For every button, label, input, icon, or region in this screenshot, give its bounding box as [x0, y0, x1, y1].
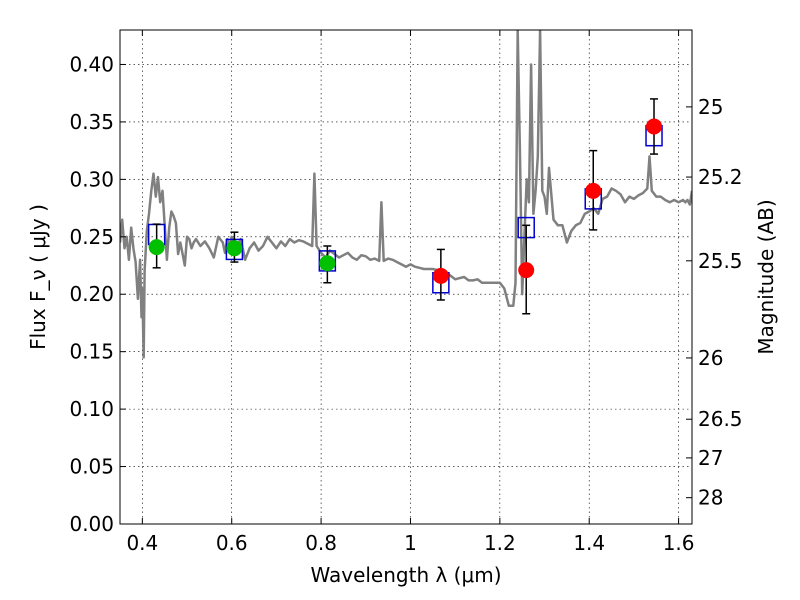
plot-frame — [119, 29, 693, 525]
axis-ticks: 0.4 0.6 0.8 1 1.2 1.4 1.6 0.00 0.05 0.10 0.15 0.20 0… — [69, 30, 743, 555]
x-tick-label: 1.2 — [484, 531, 516, 555]
x-axis-label: Wavelength λ (μm) — [310, 563, 501, 587]
y-axis-label: Flux F_ν ( μJy ) — [26, 204, 50, 350]
red-point — [585, 182, 602, 199]
y2-tick-label: 25 — [698, 95, 723, 119]
y2-axis-label: Magnitude (AB) — [754, 199, 778, 354]
y2-tick-label: 25.2 — [698, 165, 743, 189]
y-tick-label: 0.25 — [69, 225, 114, 249]
y-tick-label: 0.10 — [69, 397, 114, 421]
red-point — [518, 262, 535, 279]
y2-tick-label: 25.5 — [698, 249, 743, 273]
green-point — [148, 239, 165, 256]
x-tick-label: 1.4 — [573, 531, 605, 555]
y-tick-label: 0.00 — [69, 512, 114, 536]
y2-tick-label: 28 — [698, 486, 723, 510]
y-tick-label: 0.05 — [69, 455, 114, 479]
y-tick-label: 0.30 — [69, 167, 114, 191]
plot-content — [120, 30, 692, 359]
red-point — [432, 267, 449, 284]
green-point — [226, 240, 243, 257]
green-point — [319, 255, 336, 272]
red-point — [646, 118, 663, 135]
x-tick-label: 0.8 — [305, 531, 337, 555]
y2-tick-label: 26 — [698, 346, 723, 370]
x-tick-label: 0.6 — [216, 531, 248, 555]
y2-tick-label: 27 — [698, 446, 723, 470]
y-tick-label: 0.20 — [69, 282, 114, 306]
y2-tick-label: 26.5 — [698, 407, 743, 431]
y-tick-label: 0.40 — [69, 52, 114, 76]
x-tick-label: 1 — [404, 531, 417, 555]
y-tick-label: 0.15 — [69, 340, 114, 364]
model-spectrum-line — [120, 30, 692, 359]
x-tick-label: 0.4 — [126, 531, 158, 555]
y-tick-label: 0.35 — [69, 110, 114, 134]
x-tick-label: 1.6 — [663, 531, 695, 555]
